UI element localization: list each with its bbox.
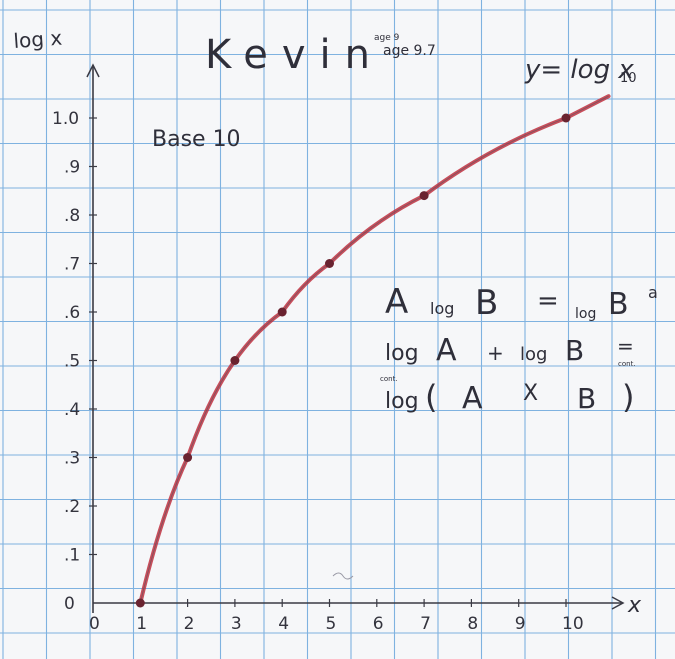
y-tick-label: .1 xyxy=(64,546,80,566)
svg-text:): ) xyxy=(622,378,634,416)
x-tick-label: 1 xyxy=(136,614,147,634)
y-tick-label: .8 xyxy=(64,206,80,226)
svg-text:log: log xyxy=(575,306,596,322)
y-axis-arrow xyxy=(86,63,100,78)
x-tick-label: 0 xyxy=(89,614,100,634)
svg-text:B: B xyxy=(608,287,629,322)
y-tick-label: 1.0 xyxy=(52,109,79,129)
data-point xyxy=(277,307,287,317)
svg-text:log: log xyxy=(385,389,419,414)
svg-text:+: + xyxy=(487,341,504,365)
log-rule-product-continued: cont. log ( A X B ) xyxy=(380,375,634,416)
y-tick-label: .3 xyxy=(64,449,80,469)
x-axis-label: x xyxy=(627,593,642,618)
svg-text:log: log xyxy=(520,344,547,365)
tick-labels: 0 1 2 3 4 5 6 7 8 9 10 0 .1 .2 .3 .4 .5 .6 .7 .8 .9 1.0 xyxy=(52,109,584,634)
x-tick-label: 4 xyxy=(278,614,289,634)
x-tick-label: 2 xyxy=(184,614,195,634)
svg-text:B: B xyxy=(577,382,596,415)
y-tick-label: .4 xyxy=(64,400,80,420)
equation-label: y= log x xyxy=(524,55,634,85)
x-tick-label: 5 xyxy=(326,614,337,634)
x-tick-label: 3 xyxy=(231,614,242,634)
data-point xyxy=(183,453,193,462)
y-tick-label: .5 xyxy=(64,352,80,372)
y-tick-label: .7 xyxy=(64,255,80,275)
y-axis-label: log x xyxy=(13,26,63,53)
svg-text:log: log xyxy=(430,299,454,318)
age-note: age 9.7 xyxy=(383,43,436,59)
y-tick-label: .2 xyxy=(64,497,80,517)
x-tick-label: 10 xyxy=(562,614,584,634)
svg-text:cont.: cont. xyxy=(618,360,636,368)
y-tick-label: .9 xyxy=(64,158,80,178)
base-note: Base 10 xyxy=(152,127,241,152)
data-point xyxy=(135,598,145,608)
svg-text:B: B xyxy=(565,334,584,367)
svg-text:=: = xyxy=(537,286,559,316)
log-rule-product: log A + log B = cont. xyxy=(385,333,636,368)
data-point xyxy=(419,191,429,201)
x-tick-label: 9 xyxy=(515,614,526,634)
svg-text:a: a xyxy=(648,283,658,302)
svg-text:A: A xyxy=(385,282,408,322)
data-point xyxy=(561,113,571,123)
age-note-faint: age 9 xyxy=(374,33,400,43)
author-name: Kevin xyxy=(205,32,384,78)
svg-text:cont.: cont. xyxy=(380,375,398,383)
svg-text:=: = xyxy=(617,334,634,358)
svg-text:(: ( xyxy=(425,378,437,416)
data-point xyxy=(325,259,334,268)
svg-text:log: log xyxy=(385,341,419,366)
axes xyxy=(86,63,625,613)
svg-text:A: A xyxy=(436,333,457,368)
svg-text:A: A xyxy=(462,381,483,416)
x-tick-label: 7 xyxy=(420,614,431,634)
equation-base: 10 xyxy=(620,71,637,86)
svg-text:B: B xyxy=(475,283,498,323)
y-tick-label: 0 xyxy=(64,594,75,614)
data-point xyxy=(230,356,240,365)
stray-squiggle xyxy=(332,572,354,580)
y-tick-label: .6 xyxy=(64,303,80,323)
x-tick-label: 8 xyxy=(467,614,478,634)
svg-text:X: X xyxy=(523,381,538,406)
log-rule-power: A log B = log B a xyxy=(385,282,658,323)
plot-area xyxy=(135,94,611,608)
x-tick-label: 6 xyxy=(373,614,384,634)
x-axis-arrow xyxy=(611,596,625,610)
